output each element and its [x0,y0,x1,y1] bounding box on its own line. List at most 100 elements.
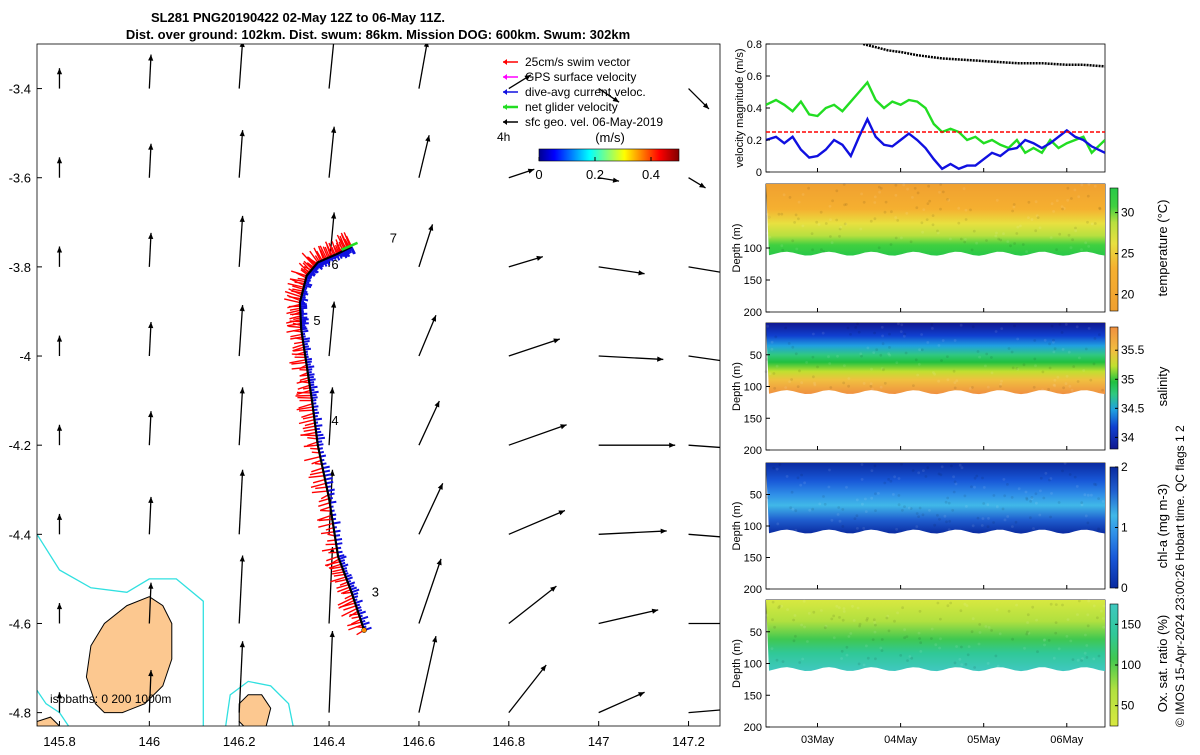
texture-dot [905,352,908,355]
texture-dot [1051,325,1054,328]
texture-dot [832,615,835,618]
texture-dot [1047,388,1050,391]
texture-dot [882,368,885,371]
texture-dot [960,238,963,241]
texture-dot [1056,199,1059,202]
y-tick-label: -4 [19,349,31,364]
section-y-label: Depth (m) [731,362,743,411]
texture-dot [870,382,873,385]
texture-dot [927,202,930,205]
texture-dot [1006,240,1009,243]
texture-dot [811,232,814,235]
texture-dot [918,637,921,640]
texture-dot [881,326,884,329]
texture-dot [893,475,896,478]
texture-dot [818,503,821,506]
texture-dot [918,363,921,366]
texture-dot [843,364,846,367]
texture-dot [948,520,951,523]
texture-dot [1037,216,1040,219]
texture-dot [964,603,967,606]
section-y-tick-label: 100 [744,521,762,533]
texture-dot [987,662,990,665]
texture-dot [917,192,920,195]
y-tick-label: -4.4 [9,527,31,542]
texture-dot [1050,236,1053,239]
texture-dot [854,326,857,329]
texture-dot [900,330,903,333]
texture-dot [970,485,973,488]
texture-dot [945,501,948,504]
texture-dot [816,366,819,369]
dive-current-vector [311,392,319,393]
texture-dot [831,199,834,202]
texture-dot [936,514,939,517]
colorbar-tick-label: 0.4 [642,167,660,182]
texture-dot [1065,323,1068,326]
texture-dot [988,626,991,629]
texture-dot [767,223,770,226]
texture-dot [1069,640,1072,643]
texture-dot [918,348,921,351]
texture-dot [922,208,925,211]
texture-dot [1062,348,1065,351]
texture-dot [985,239,988,242]
dive-current-vector [333,522,341,523]
legend-gps-label: GPS surface velocity [525,70,636,84]
dive-current-vector [310,387,317,388]
texture-dot [870,220,873,223]
texture-dot [938,344,941,347]
texture-dot [851,605,854,608]
texture-dot [818,223,821,226]
texture-dot [995,330,998,333]
texture-dot [880,386,883,389]
texture-dot [1099,207,1102,210]
texture-dot [951,509,954,512]
texture-dot [949,238,952,241]
texture-dot [803,600,806,603]
texture-dot [795,214,798,217]
texture-dot [1088,183,1091,186]
texture-dot [860,193,863,196]
texture-dot [1076,325,1079,328]
texture-dot [1053,351,1056,354]
texture-dot [987,517,990,520]
texture-dot [1015,604,1018,607]
texture-dot [986,503,989,506]
texture-dot [1059,323,1062,326]
texture-dot [1076,613,1079,616]
texture-dot [1074,189,1077,192]
texture-dot [1029,516,1032,519]
x-tick-label: 145.8 [43,734,76,749]
texture-dot [1034,229,1037,232]
texture-dot [1087,195,1090,198]
texture-dot [1038,514,1041,517]
texture-dot [996,199,999,202]
texture-dot [864,498,867,501]
texture-dot [1069,385,1072,388]
texture-dot [829,386,832,389]
texture-dot [1013,325,1016,328]
texture-dot [926,341,929,344]
legend-sfc-label: sfc geo. vel. 06-May-2019 [525,115,663,129]
texture-dot [919,641,922,644]
texture-dot [838,616,841,619]
texture-dot [1016,368,1019,371]
texture-dot [971,249,974,252]
texture-dot [947,604,950,607]
texture-dot [1087,624,1090,627]
x-tick-label: 147 [588,734,610,749]
section-field [766,184,1105,256]
texture-dot [858,663,861,666]
texture-dot [863,664,866,667]
texture-dot [803,626,806,629]
texture-dot [1012,367,1015,370]
texture-dot [1071,238,1074,241]
velocity-y-tick-label: 0.6 [747,71,762,83]
texture-dot [811,248,814,251]
section-y-label: Depth (m) [731,502,743,551]
texture-dot [888,629,891,632]
texture-dot [1066,635,1069,638]
